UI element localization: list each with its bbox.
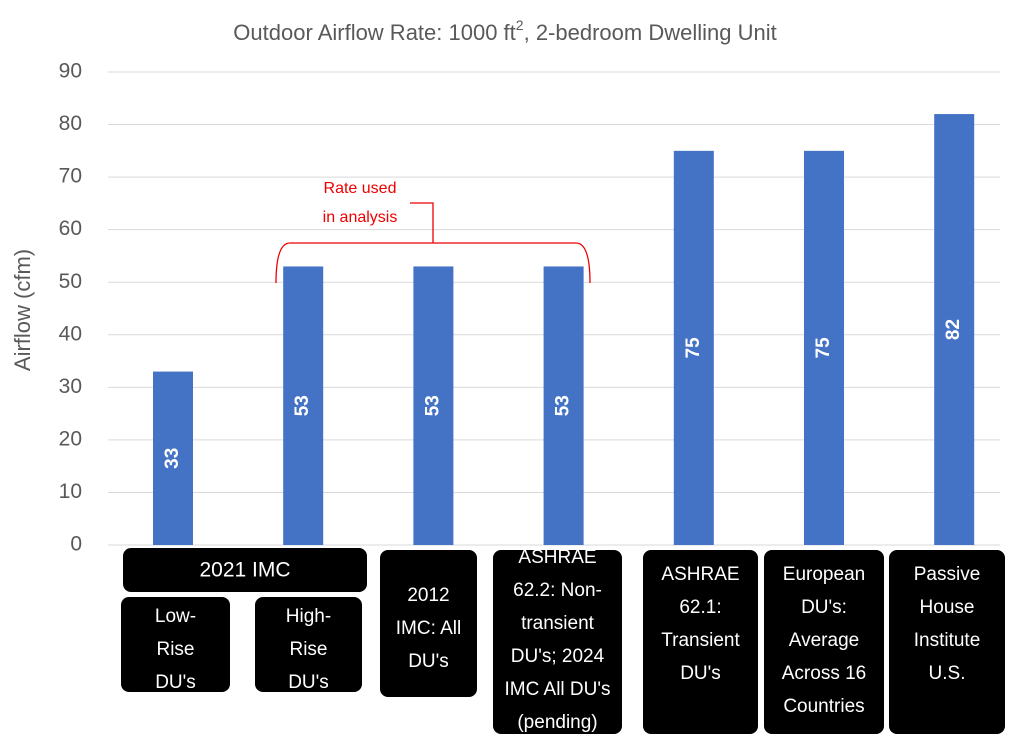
data-label: 33 xyxy=(162,448,183,469)
data-label: 75 xyxy=(813,337,834,359)
y-tick-label: 10 xyxy=(59,480,82,503)
x-tick-label: DU's xyxy=(155,672,196,693)
bar xyxy=(543,266,584,545)
data-label: 53 xyxy=(292,395,313,416)
category-box xyxy=(889,550,1005,734)
bar xyxy=(673,150,714,546)
title-part: Outdoor Airflow Rate: 1000 ft xyxy=(233,20,516,45)
category-box xyxy=(493,550,622,734)
x-tick-label: DU's xyxy=(680,663,721,684)
annotation-line: in analysis xyxy=(323,209,398,226)
annotation-line: Rate used xyxy=(324,180,397,197)
x-tick-label: DU's: xyxy=(801,597,847,618)
data-label: 53 xyxy=(553,395,574,416)
bar xyxy=(153,371,193,545)
title-part: , 2-bedroom Dwelling Unit xyxy=(524,20,777,45)
data-label: 75 xyxy=(683,337,704,359)
bracket xyxy=(275,202,591,284)
plot: 0 10 20 30 40 50 60 70 80 90 33 Low- Rise DU's 53 High-… xyxy=(59,60,1005,734)
y-tick-label: 0 xyxy=(70,533,82,556)
category-box xyxy=(643,550,758,734)
x-tick-label: (pending) xyxy=(517,712,597,733)
y-tick-label: 60 xyxy=(59,217,82,240)
y-axis-label: Airflow (cfm) xyxy=(10,249,35,371)
x-tick-label: DU's xyxy=(408,651,449,672)
bar xyxy=(804,150,844,546)
group-label: 2021 IMC xyxy=(199,559,290,582)
category-box xyxy=(380,550,477,697)
x-tick-label: transient xyxy=(521,613,595,634)
x-tick-label: ASHRAE xyxy=(661,564,739,585)
y-tick-label: 70 xyxy=(59,165,82,188)
x-tick-label: DU's xyxy=(288,672,329,693)
x-tick-label: Passive xyxy=(914,564,981,585)
category-box xyxy=(121,597,230,692)
bar xyxy=(413,266,454,545)
x-tick-label: Low- xyxy=(155,606,196,627)
x-tick-label: 62.2: Non- xyxy=(513,580,602,601)
annotation: Rate used in analysis xyxy=(275,180,591,284)
y-tick-label: 20 xyxy=(59,427,82,450)
data-label: 82 xyxy=(943,319,964,340)
x-tick-label: 62.1: xyxy=(679,597,721,618)
bar xyxy=(283,266,324,545)
x-tick-label: IMC: All xyxy=(396,618,461,639)
x-tick-label: Rise xyxy=(289,639,327,660)
y-tick-label: 90 xyxy=(59,60,82,83)
x-tick-label: Across 16 xyxy=(782,663,866,684)
y-tick-label: 30 xyxy=(59,375,82,398)
group-box xyxy=(123,548,367,592)
x-tick-label: European xyxy=(783,564,865,585)
x-tick-label: House xyxy=(920,597,975,618)
chart-title: Outdoor Airflow Rate: 1000 ft2, 2-bedroo… xyxy=(233,17,776,45)
category-box xyxy=(764,550,884,734)
x-tick-label: IMC All DU's xyxy=(504,679,610,700)
x-tick-label: High- xyxy=(286,606,331,627)
x-tick-label: DU's; 2024 xyxy=(511,646,605,667)
x-tick-label: 2012 xyxy=(407,585,449,606)
x-tick-label: ASHRAE xyxy=(518,547,596,568)
data-label: 53 xyxy=(422,395,443,416)
y-tick-label: 80 xyxy=(59,112,82,135)
y-tick-label: 40 xyxy=(59,322,82,345)
x-tick-label: Institute xyxy=(914,630,981,651)
bar xyxy=(934,114,975,546)
x-tick-label: Average xyxy=(789,630,859,651)
x-tick-label: Transient xyxy=(661,630,740,651)
category-box xyxy=(255,597,362,692)
y-tick-label: 50 xyxy=(59,270,82,293)
title-sup: 2 xyxy=(516,17,524,33)
x-tick-label: Rise xyxy=(156,639,194,660)
x-tick-label: Countries xyxy=(783,696,864,717)
x-tick-label: U.S. xyxy=(929,663,966,684)
